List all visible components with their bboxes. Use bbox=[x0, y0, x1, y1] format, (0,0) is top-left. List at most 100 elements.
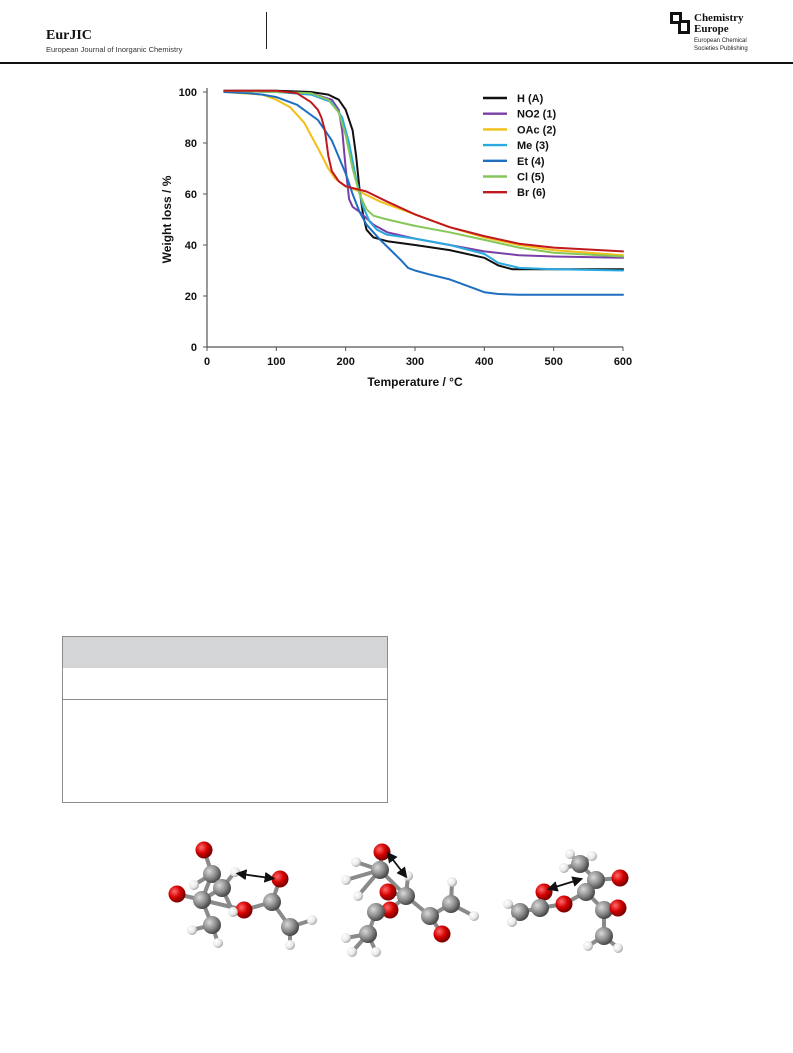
oxygen-atom bbox=[381, 901, 399, 919]
legend-label: Me (3) bbox=[517, 140, 549, 152]
hydrogen-atom bbox=[189, 880, 199, 890]
hydrogen-atom bbox=[351, 857, 361, 867]
hydrogen-atom bbox=[371, 947, 381, 957]
oxygen-atom bbox=[271, 870, 289, 888]
molecular-structures-figure bbox=[160, 830, 640, 960]
hydrogen-atom bbox=[213, 938, 223, 948]
carbon-atom bbox=[203, 916, 221, 934]
carbon-atom bbox=[397, 887, 415, 905]
journal-title: EurJIC bbox=[46, 28, 92, 43]
oxygen-atom bbox=[168, 885, 186, 903]
y-tick-label: 100 bbox=[179, 87, 197, 99]
publisher-sub-line2: Societies Publishing bbox=[694, 45, 748, 52]
data-table bbox=[62, 636, 388, 803]
hydrogen-atom bbox=[347, 947, 357, 957]
oxygen-atom bbox=[609, 899, 627, 917]
series-line-6 bbox=[223, 89, 624, 253]
publisher-subtitle: European Chemical Societies Publishing bbox=[694, 38, 748, 53]
carbon-atom bbox=[595, 927, 613, 945]
hydrogen-atom bbox=[230, 867, 240, 877]
x-tick-label: 300 bbox=[406, 356, 424, 368]
hydrogen-atom bbox=[503, 899, 513, 909]
y-axis-label: Weight loss / % bbox=[160, 175, 174, 263]
carbon-atom bbox=[442, 895, 460, 913]
carbon-atom bbox=[595, 901, 613, 919]
header-divider bbox=[266, 12, 268, 49]
carbon-atom bbox=[587, 871, 605, 889]
publisher-name-line2: Europe bbox=[694, 23, 729, 35]
x-tick-label: 400 bbox=[475, 356, 493, 368]
hydrogen-atom bbox=[341, 875, 351, 885]
legend-label: NO2 (1) bbox=[517, 109, 556, 121]
oxygen-atom bbox=[235, 901, 253, 919]
table-row bbox=[63, 668, 387, 700]
x-tick-label: 500 bbox=[544, 356, 562, 368]
carbon-atom bbox=[571, 855, 589, 873]
publisher-name: Chemistry Europe bbox=[694, 13, 744, 35]
publisher-name-line1: Chemistry bbox=[694, 12, 744, 24]
hydrogen-atom bbox=[587, 851, 597, 861]
interaction-arrow bbox=[546, 876, 584, 892]
hydrogen-atom bbox=[353, 891, 363, 901]
series-line-0 bbox=[223, 89, 624, 271]
carbon-atom bbox=[577, 883, 595, 901]
series-line-1 bbox=[223, 89, 624, 259]
y-tick-label: 20 bbox=[185, 291, 197, 303]
hydrogen-atom bbox=[403, 871, 413, 881]
legend-label: Cl (5) bbox=[517, 172, 545, 184]
carbon-atom bbox=[193, 891, 211, 909]
table-header bbox=[63, 637, 387, 668]
chemistry-europe-logo-icon bbox=[670, 12, 690, 34]
series-line-3 bbox=[223, 89, 624, 272]
y-tick-label: 40 bbox=[185, 240, 197, 252]
oxygen-atom bbox=[373, 843, 391, 861]
hydrogen-atom bbox=[447, 877, 457, 887]
hydrogen-atom bbox=[565, 849, 575, 859]
journal-header: EurJIC European Journal of Inorganic Che… bbox=[0, 0, 793, 64]
hydrogen-atom bbox=[583, 941, 593, 951]
carbon-atom bbox=[203, 865, 221, 883]
interaction-arrow bbox=[386, 851, 408, 879]
molecular-structures bbox=[168, 841, 629, 957]
carbon-atom bbox=[531, 899, 549, 917]
hydrogen-atom bbox=[285, 940, 295, 950]
carbon-atom bbox=[421, 907, 439, 925]
legend-label: H (A) bbox=[517, 93, 544, 105]
x-tick-label: 600 bbox=[614, 356, 632, 368]
legend-label: OAc (2) bbox=[517, 124, 556, 136]
publisher-sub-line1: European Chemical bbox=[694, 38, 747, 44]
carbon-atom bbox=[263, 893, 281, 911]
hydrogen-atom bbox=[613, 943, 623, 953]
header-rule bbox=[0, 62, 793, 64]
tga-chart: 0 100 200 300 400 500 600 0 20 40 60 80 100 Temperatu… bbox=[160, 87, 632, 389]
legend-label: Br (6) bbox=[517, 187, 546, 199]
series-line-5 bbox=[223, 89, 624, 258]
x-tick-label: 0 bbox=[204, 356, 210, 368]
interaction-arrow bbox=[235, 869, 276, 883]
oxygen-atom bbox=[195, 841, 213, 859]
carbon-atom bbox=[213, 879, 231, 897]
oxygen-atom bbox=[535, 883, 553, 901]
oxygen-atom bbox=[433, 925, 451, 943]
journal-subtitle: European Journal of Inorganic Chemistry bbox=[46, 45, 183, 54]
carbon-atom bbox=[371, 861, 389, 879]
oxygen-atom bbox=[379, 883, 397, 901]
hydrogen-atom bbox=[559, 863, 569, 873]
x-tick-label: 200 bbox=[336, 356, 354, 368]
molecule-models bbox=[168, 841, 629, 957]
x-tick-label: 100 bbox=[267, 356, 285, 368]
carbon-atom bbox=[511, 903, 529, 921]
carbon-atom bbox=[359, 925, 377, 943]
tga-figure: 0 100 200 300 400 500 600 0 20 40 60 80 100 Temperatu… bbox=[155, 78, 645, 398]
series-line-4 bbox=[223, 91, 624, 296]
carbon-atom bbox=[367, 903, 385, 921]
series-line-2 bbox=[223, 91, 624, 257]
oxygen-atom bbox=[555, 895, 573, 913]
y-tick-label: 80 bbox=[185, 138, 197, 150]
x-axis-label: Temperature / °C bbox=[367, 375, 463, 389]
carbon-atom bbox=[281, 918, 299, 936]
hydrogen-atom bbox=[187, 925, 197, 935]
legend-label: Et (4) bbox=[517, 156, 545, 168]
hydrogen-atom bbox=[469, 911, 479, 921]
hydrogen-atom bbox=[228, 907, 238, 917]
